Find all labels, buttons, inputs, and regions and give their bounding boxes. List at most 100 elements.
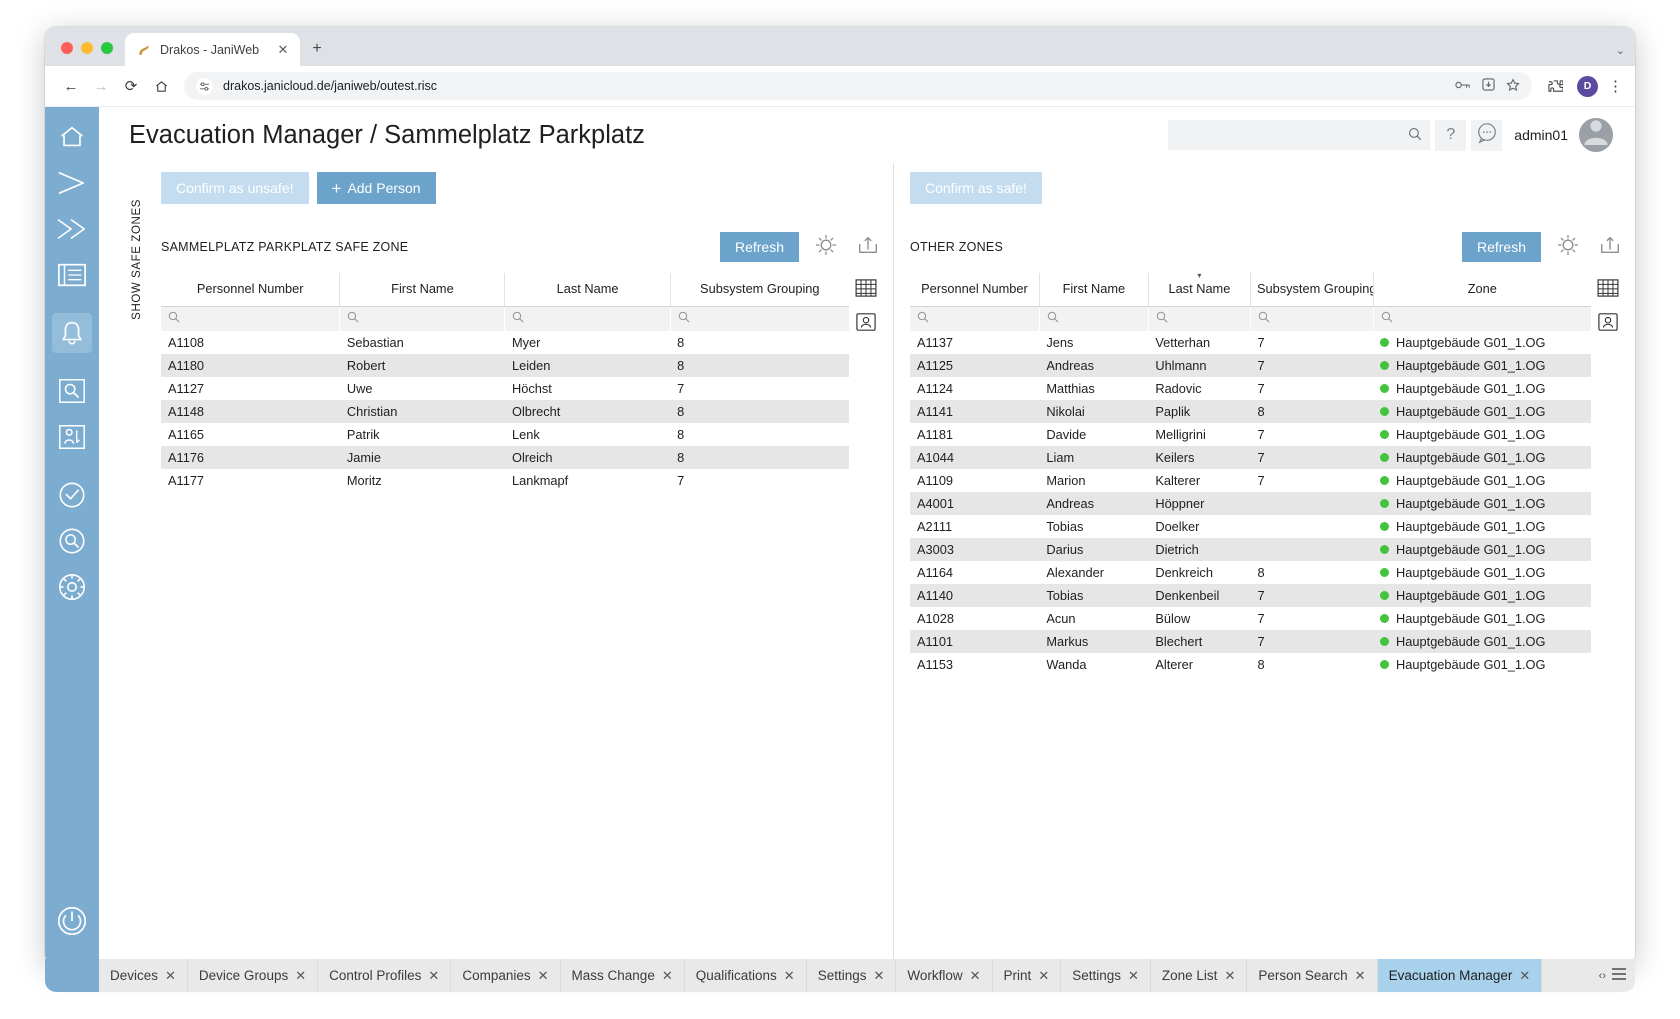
filter-cell[interactable] (339, 306, 506, 331)
close-icon[interactable]: ✕ (428, 967, 440, 983)
extensions-icon[interactable] (1541, 72, 1569, 100)
sidebar-item-power[interactable] (52, 901, 92, 941)
column-header-zone[interactable]: Zone (1373, 273, 1591, 307)
workspace-tab-mass-change[interactable]: Mass Change ✕ (561, 959, 685, 992)
table-row[interactable]: A1165 Patrik Lenk 8 (161, 423, 849, 446)
table-row[interactable]: A1137 Jens Vetterhan 7 Hauptgebäude G01_1.OG (910, 331, 1591, 354)
close-icon[interactable]: ✕ (295, 967, 307, 983)
chevron-left-right-icon[interactable]: ‹› (1598, 969, 1606, 982)
table-row[interactable]: A1124 Matthias Radovic 7 Hauptgebäude G01_1.… (910, 377, 1591, 400)
plus-icon[interactable]: + (312, 40, 322, 57)
table-row[interactable]: A1141 Nikolai Paplik 8 Hauptgebäude G01_1.OG (910, 399, 1591, 423)
table-row[interactable]: A1108 Sebastian Myer 8 (161, 331, 849, 354)
help-button[interactable]: ? (1435, 119, 1467, 151)
home-icon[interactable] (147, 72, 175, 100)
workspace-tab-companies[interactable]: Companies ✕ (451, 959, 561, 992)
workspace-tab-device-groups[interactable]: Device Groups ✕ (188, 959, 319, 992)
left-grid-settings-button[interactable] (811, 232, 841, 262)
close-icon[interactable]: ✕ (1038, 967, 1050, 983)
table-row[interactable]: A1164 Alexander Denkreich 8 Hauptgebäude G01… (910, 561, 1591, 584)
workspace-tab-workflow[interactable]: Workflow ✕ (896, 959, 993, 992)
close-icon[interactable]: ✕ (1128, 967, 1139, 983)
sidebar-item-book[interactable] (52, 255, 92, 295)
table-row[interactable]: A1127 Uwe Höchst 7 (161, 377, 849, 400)
chat-button[interactable] (1471, 119, 1503, 151)
sidebar-item-alarm[interactable] (52, 313, 92, 353)
close-icon[interactable]: ✕ (1519, 967, 1531, 983)
sidebar-item-search-circle[interactable] (52, 521, 92, 561)
table-row[interactable]: A1153 Wanda Alterer 8 Hauptgebäude G01_1.OG (910, 653, 1591, 676)
avatar[interactable] (1579, 118, 1613, 152)
table-row[interactable]: A2111 Tobias Doelker Hauptgebäude G01_1.OG (910, 515, 1591, 538)
browser-tab[interactable]: Drakos - JaniWeb ✕ (125, 33, 300, 66)
confirm-as-unsafe-button[interactable]: Confirm as unsafe! (161, 172, 309, 204)
table-row[interactable]: A1028 Acun Bülow 7 Hauptgebäude G01_1.OG (910, 607, 1591, 630)
table-row[interactable]: A1176 Jamie Olreich 8 (161, 445, 849, 469)
close-icon[interactable]: ✕ (969, 967, 981, 983)
workspace-tab-print[interactable]: Print ✕ (993, 959, 1062, 992)
sidebar-item-person-locate[interactable] (52, 417, 92, 457)
filter-cell[interactable] (504, 306, 671, 331)
confirm-as-safe-button[interactable]: Confirm as safe! (910, 172, 1042, 204)
filter-cell[interactable] (910, 306, 1040, 331)
left-refresh-button[interactable]: Refresh (719, 232, 799, 262)
global-search[interactable] (1168, 120, 1431, 150)
workspace-tab-person-search[interactable]: Person Search ✕ (1247, 959, 1378, 992)
key-icon[interactable] (1455, 79, 1471, 94)
workspace-tab-settings[interactable]: Settings ✕ (1061, 959, 1151, 992)
sidebar-item-home[interactable] (52, 117, 92, 157)
column-header-last-name[interactable]: Last Name (504, 273, 671, 307)
sidebar-item-check[interactable] (52, 475, 92, 515)
filter-cell[interactable] (670, 306, 849, 331)
table-row[interactable]: A4001 Andreas Höppner Hauptgebäude G01_1.OG (910, 491, 1591, 515)
workspace-tab-qualifications[interactable]: Qualifications ✕ (685, 959, 807, 992)
arrow-left-icon[interactable]: ← (63, 77, 79, 95)
table-row[interactable]: A1180 Robert Leiden 8 (161, 353, 849, 377)
person-card-icon[interactable] (1597, 311, 1619, 333)
close-icon[interactable]: ✕ (1354, 967, 1366, 983)
table-row[interactable]: A3003 Darius Dietrich Hauptgebäude G01_1.OG (910, 537, 1591, 561)
left-export-button[interactable] (853, 232, 883, 262)
column-header-subsystem-grouping[interactable]: Subsystem Grouping (670, 273, 849, 307)
filter-cell[interactable] (1039, 306, 1149, 331)
show-safe-zones-label[interactable]: SHOW SAFE ZONES (123, 163, 151, 965)
maximize-window-button[interactable] (101, 42, 113, 54)
table-row[interactable]: A1101 Markus Blechert 7 Hauptgebäude G01_1.O… (910, 629, 1591, 653)
column-header-personnel-number[interactable]: Personnel Number (910, 273, 1040, 307)
close-window-button[interactable] (61, 42, 73, 54)
column-header-first-name[interactable]: First Name (1039, 273, 1149, 307)
right-refresh-button[interactable]: Refresh (1461, 232, 1541, 262)
filter-cell[interactable] (1148, 306, 1251, 331)
filter-cell[interactable] (1250, 306, 1374, 331)
sidebar-item-settings[interactable] (52, 567, 92, 607)
workspace-tab-settings[interactable]: Settings ✕ (807, 959, 897, 992)
tune-icon[interactable] (196, 77, 213, 95)
right-grid-settings-button[interactable] (1553, 232, 1583, 262)
table-row[interactable]: A1125 Andreas Uhlmann 7 Hauptgebäude G01_1.O… (910, 353, 1591, 377)
filter-cell[interactable] (1373, 306, 1591, 331)
close-icon[interactable]: ✕ (873, 967, 885, 983)
search-input[interactable] (1176, 127, 1409, 143)
right-export-button[interactable] (1595, 232, 1625, 262)
close-icon[interactable]: ✕ (165, 967, 176, 983)
column-header-first-name[interactable]: First Name (339, 273, 506, 307)
install-icon[interactable] (1482, 78, 1495, 94)
filter-cell[interactable] (161, 306, 341, 331)
column-header-personnel-number[interactable]: Personnel Number (161, 273, 341, 307)
list-icon[interactable] (1612, 968, 1626, 983)
star-icon[interactable] (1506, 77, 1520, 95)
table-row[interactable]: A1177 Moritz Lankmapf 7 (161, 469, 849, 492)
search-icon[interactable] (1408, 127, 1422, 144)
sidebar-item-fast-forward[interactable] (52, 209, 92, 249)
table-row[interactable]: A1148 Christian Olbrecht 8 (161, 399, 849, 423)
column-header-last-name[interactable]: ▾ Last Name (1148, 273, 1251, 307)
close-icon[interactable]: ✕ (277, 41, 289, 57)
grid-columns-icon[interactable] (1597, 277, 1619, 299)
close-icon[interactable]: ✕ (783, 967, 795, 983)
minimize-window-button[interactable] (81, 42, 93, 54)
workspace-tab-devices[interactable]: Devices ✕ (99, 959, 188, 992)
table-row[interactable]: A1181 Davide Melligrini 7 Hauptgebäude G01_1… (910, 423, 1591, 446)
table-row[interactable]: A1109 Marion Kalterer 7 Hauptgebäude G01_1.O… (910, 469, 1591, 492)
column-header-subsystem-grouping[interactable]: Subsystem Grouping (1250, 273, 1374, 307)
sidebar-item-search-plan[interactable] (52, 371, 92, 411)
